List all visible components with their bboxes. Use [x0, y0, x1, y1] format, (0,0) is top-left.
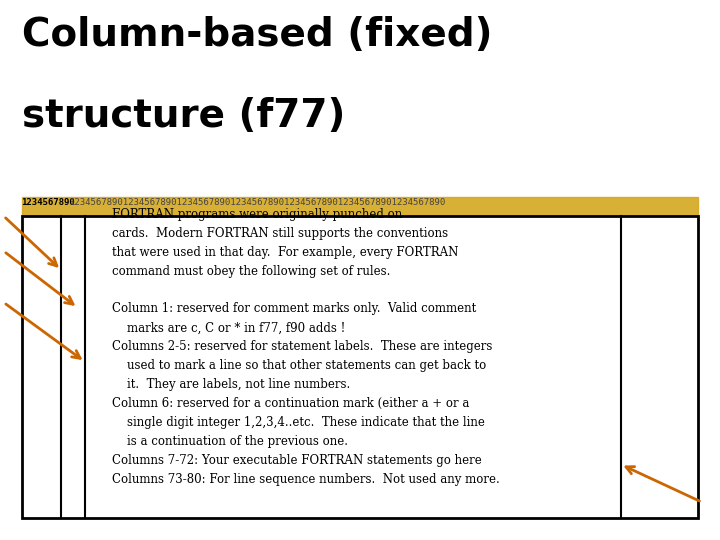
Text: it.  They are labels, not line numbers.: it. They are labels, not line numbers. — [112, 378, 350, 391]
Bar — [22, 197, 698, 219]
Text: used to mark a line so that other statements can get back to: used to mark a line so that other statem… — [112, 359, 486, 372]
Text: Columns 73-80: For line sequence numbers.  Not used any more.: Columns 73-80: For line sequence numbers… — [112, 472, 500, 485]
Text: Column 6: reserved for a continuation mark (either a + or a: Column 6: reserved for a continuation ma… — [112, 397, 469, 410]
Text: marks are c, C or * in f77, f90 adds !: marks are c, C or * in f77, f90 adds ! — [112, 321, 345, 334]
Text: structure (f77): structure (f77) — [22, 97, 345, 135]
Text: FORTRAN programs were originally punched on: FORTRAN programs were originally punched… — [112, 208, 402, 221]
Text: Column-based (fixed): Column-based (fixed) — [22, 16, 492, 54]
Text: Column 1: reserved for comment marks only.  Valid comment: Column 1: reserved for comment marks onl… — [112, 302, 476, 315]
Text: cards.  Modern FORTRAN still supports the conventions: cards. Modern FORTRAN still supports the… — [112, 227, 448, 240]
Text: is a continuation of the previous one.: is a continuation of the previous one. — [112, 435, 348, 448]
Text: that were used in that day.  For example, every FORTRAN: that were used in that day. For example,… — [112, 246, 458, 259]
Text: Columns 7-72: Your executable FORTRAN statements go here: Columns 7-72: Your executable FORTRAN st… — [112, 454, 482, 467]
Text: 1234567890: 1234567890 — [22, 198, 76, 207]
Text: 1234567890123456789012345678901234567890123456789012345678901234567890: 1234567890123456789012345678901234567890… — [70, 198, 446, 207]
Text: Columns 2-5: reserved for statement labels.  These are integers: Columns 2-5: reserved for statement labe… — [112, 340, 492, 353]
Text: single digit integer 1,2,3,4..etc.  These indicate that the line: single digit integer 1,2,3,4..etc. These… — [112, 416, 485, 429]
Text: command must obey the following set of rules.: command must obey the following set of r… — [112, 265, 390, 278]
Bar — [22, 216, 698, 518]
